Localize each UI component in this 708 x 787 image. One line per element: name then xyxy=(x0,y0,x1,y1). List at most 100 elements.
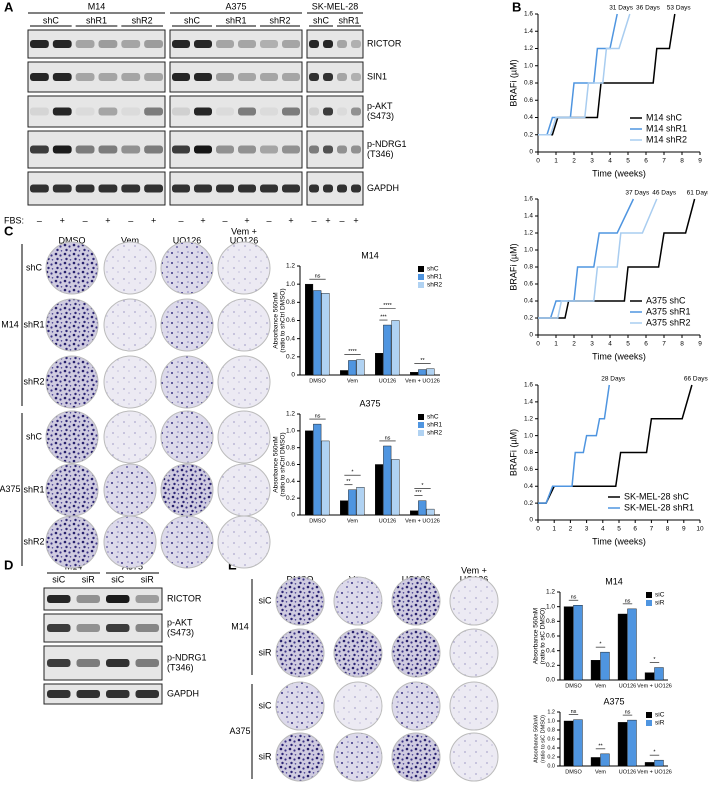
colony-plate xyxy=(333,681,383,731)
group-label: M14 xyxy=(231,621,249,631)
band xyxy=(323,40,333,48)
x-tick-label: 9 xyxy=(698,158,702,165)
significance-label: ns xyxy=(315,274,321,280)
band xyxy=(323,145,333,154)
colony-plate xyxy=(103,355,157,409)
blot xyxy=(169,29,303,59)
x-axis-label: Time (weeks) xyxy=(592,536,646,546)
significance-label: **** xyxy=(348,349,357,355)
band xyxy=(144,145,163,154)
blot xyxy=(169,171,303,206)
blot xyxy=(169,130,303,169)
band xyxy=(30,107,49,116)
x-tick-label: 9 xyxy=(682,526,686,533)
legend-swatch xyxy=(418,274,424,280)
significance-label: * xyxy=(421,483,424,489)
x-tick-label: Vem + UO126 xyxy=(405,378,440,384)
end-label: 36 Days xyxy=(636,5,661,12)
y-tick-label: 0.6 xyxy=(546,633,555,640)
x-tick-label: 7 xyxy=(650,526,654,533)
band xyxy=(238,184,256,193)
bar xyxy=(644,762,655,767)
group-label: M14 xyxy=(1,319,19,329)
y-tick-label: 0.0 xyxy=(547,763,555,769)
lane-label: siR xyxy=(141,574,154,584)
protein-label: GAPDH xyxy=(367,183,399,193)
band xyxy=(282,73,300,81)
blot xyxy=(27,130,166,169)
y-tick-label: 0.6 xyxy=(524,97,533,104)
lane-label: siC xyxy=(111,574,124,584)
y-tick-label: 0.6 xyxy=(286,317,295,324)
colony-plate xyxy=(103,410,157,464)
colony-plate xyxy=(217,515,271,569)
band xyxy=(337,107,347,116)
fbs-sign: + xyxy=(151,215,156,225)
lane-label: siC xyxy=(52,574,65,584)
legend-label: M14 shR2 xyxy=(646,134,687,144)
panel-label: A xyxy=(4,0,14,14)
y-tick-label: 1.0 xyxy=(524,432,533,439)
band xyxy=(351,40,361,48)
significance-label: *** xyxy=(415,490,422,496)
significance-label: * xyxy=(653,657,656,663)
y-tick-label: 0.8 xyxy=(524,80,533,87)
band xyxy=(75,73,95,81)
fbs-sign: – xyxy=(37,215,42,225)
bar xyxy=(563,606,574,681)
row-label: shR2 xyxy=(23,376,44,386)
bar xyxy=(348,360,357,376)
band xyxy=(121,40,141,48)
y-tick-label: 0.4 xyxy=(546,647,555,654)
colony-plate xyxy=(333,628,383,678)
x-tick-label: 1 xyxy=(554,158,558,165)
band xyxy=(106,659,130,667)
x-tick-label: Vem xyxy=(595,683,606,689)
bar xyxy=(383,324,392,376)
fbs-sign: – xyxy=(83,215,88,225)
legend-label: siR xyxy=(655,720,665,727)
significance-label: ** xyxy=(346,479,351,485)
y-tick-label: 0.4 xyxy=(547,745,555,751)
y-tick-label: 1.2 xyxy=(524,230,533,237)
y-axis-label: BRAFi (µM) xyxy=(508,59,518,106)
band xyxy=(121,145,141,154)
series-line xyxy=(538,384,693,504)
band xyxy=(76,595,100,603)
band xyxy=(216,40,234,48)
protein-label: (T346) xyxy=(367,149,394,159)
y-tick-label: 0.2 xyxy=(524,131,533,138)
significance-label: ** xyxy=(420,358,425,364)
colony-plate xyxy=(160,410,214,464)
colony-plate xyxy=(449,681,499,731)
colony-plate xyxy=(217,355,271,409)
significance-label: **** xyxy=(383,303,392,309)
bar xyxy=(563,720,574,767)
y-tick-label: 1.0 xyxy=(286,281,295,288)
x-tick-label: UO126 xyxy=(379,378,396,384)
row-label: siC xyxy=(259,700,272,710)
legend-swatch xyxy=(418,414,424,420)
y-axis-label: Absorbance 560nM xyxy=(273,292,280,348)
protein-label: p-NDRG1 xyxy=(167,652,207,662)
colony-plate xyxy=(160,515,214,569)
band xyxy=(194,145,212,154)
row-label: shR1 xyxy=(23,319,44,329)
x-tick-label: 5 xyxy=(626,158,630,165)
band xyxy=(135,624,159,632)
blot xyxy=(27,61,166,93)
significance-label: ns xyxy=(385,435,391,441)
band xyxy=(135,595,159,603)
bar xyxy=(391,320,400,376)
band xyxy=(309,40,319,48)
y-tick-label: 1.4 xyxy=(524,213,533,220)
series-line xyxy=(538,198,658,319)
column-label: DMSO xyxy=(59,235,86,245)
significance-label: * xyxy=(653,750,656,756)
fbs-sign: – xyxy=(222,215,227,225)
y-axis-label: (ratio to siC DMSO) xyxy=(540,715,546,763)
band xyxy=(144,40,163,48)
band xyxy=(47,690,71,698)
y-axis-label: Absorbance 560nM xyxy=(533,715,539,763)
